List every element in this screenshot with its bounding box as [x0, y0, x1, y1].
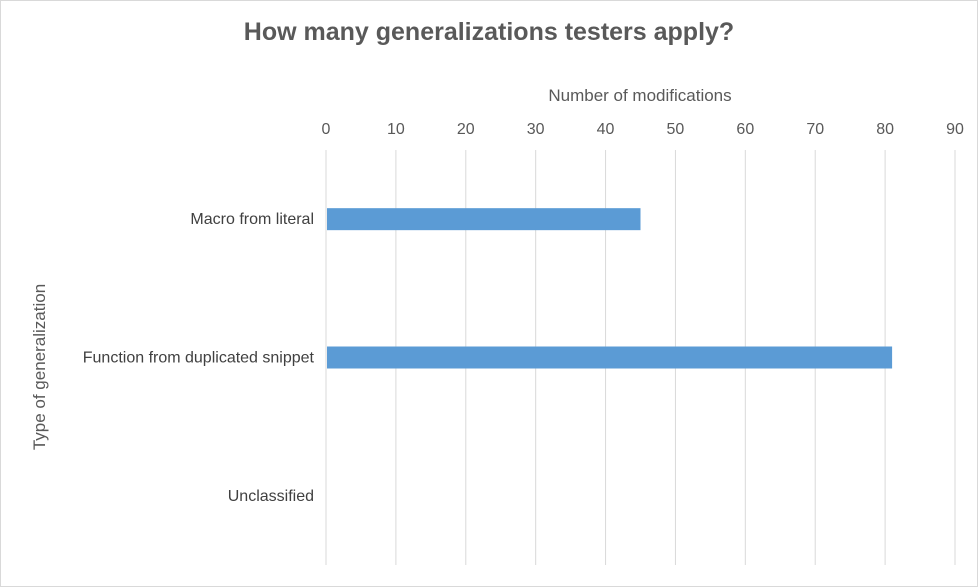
category-label: Macro from literal — [190, 211, 314, 228]
x-tick-label: 60 — [736, 121, 754, 138]
category-labels: Macro from literal Function from duplicat… — [83, 211, 315, 505]
bars — [327, 208, 893, 369]
x-tick-label: 50 — [667, 121, 685, 138]
x-tick-label: 10 — [387, 121, 405, 138]
x-tick-label: 90 — [946, 121, 964, 138]
bar — [327, 208, 641, 231]
x-tick-label: 30 — [527, 121, 545, 138]
x-tick-label: 0 — [322, 121, 331, 138]
x-axis-title: Number of modifications — [548, 86, 732, 105]
category-label: Unclassified — [228, 488, 314, 505]
x-tick-label: 70 — [806, 121, 824, 138]
x-tick-label: 40 — [597, 121, 615, 138]
bar — [327, 346, 893, 369]
category-label: Function from duplicated snippet — [83, 350, 315, 367]
x-tick-label: 20 — [457, 121, 475, 138]
chart-title: How many generalizations testers apply? — [243, 18, 735, 46]
x-tick-labels: 0 10 20 30 40 50 60 70 80 90 — [322, 121, 964, 138]
x-tick-label: 80 — [876, 121, 894, 138]
